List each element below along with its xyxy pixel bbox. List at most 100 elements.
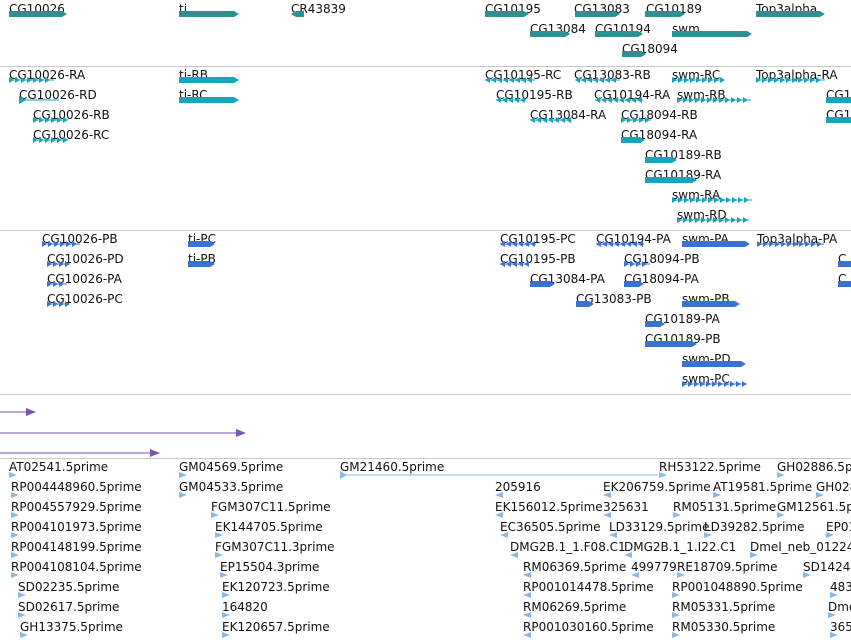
est-feature-arrow[interactable] bbox=[500, 531, 508, 539]
transcript-exon-glyph[interactable] bbox=[575, 76, 620, 84]
feature-label[interactable]: CG10195-RC bbox=[485, 68, 562, 82]
gene-feature-bar[interactable] bbox=[188, 260, 215, 268]
feature-label[interactable]: RM05331.5prime bbox=[672, 600, 776, 614]
gene-feature-bar[interactable] bbox=[645, 340, 697, 348]
gene-feature-bar[interactable] bbox=[530, 280, 555, 288]
gene-feature-bar[interactable] bbox=[645, 176, 697, 184]
feature-label[interactable]: CG18094-PA bbox=[624, 272, 699, 286]
est-feature-arrow[interactable] bbox=[18, 611, 26, 619]
est-feature-arrow[interactable] bbox=[603, 491, 611, 499]
transcript-exon-glyph[interactable] bbox=[47, 280, 67, 288]
feature-line-arrow[interactable] bbox=[0, 428, 246, 438]
est-feature-arrow[interactable] bbox=[11, 531, 19, 539]
gene-feature-bar[interactable] bbox=[179, 76, 239, 84]
feature-label[interactable]: FGM307C11.5prime bbox=[211, 500, 331, 514]
feature-label[interactable]: GM12561.5prime bbox=[777, 500, 851, 514]
feature-label[interactable]: CG10194-RA bbox=[594, 88, 671, 102]
gene-feature-bar[interactable] bbox=[624, 280, 644, 288]
feature-label[interactable]: DMG2B.1_1.I22.C1 bbox=[624, 540, 737, 554]
feature-label[interactable]: AT19581.5prime bbox=[713, 480, 813, 494]
gene-feature-bar[interactable] bbox=[530, 30, 570, 38]
feature-label[interactable]: RP004108104.5prime bbox=[11, 560, 142, 574]
est-feature-arrow[interactable] bbox=[222, 631, 230, 639]
gene-feature-bar[interactable] bbox=[645, 320, 665, 328]
est-feature-arrow[interactable] bbox=[603, 511, 611, 519]
feature-label[interactable]: GM04569.5prime bbox=[179, 460, 284, 474]
feature-label[interactable]: EK120657.5prime bbox=[222, 620, 330, 634]
feature-label[interactable]: 205916 bbox=[495, 480, 541, 494]
transcript-exon-glyph[interactable] bbox=[33, 116, 68, 124]
feature-label[interactable]: RP004448960.5prime bbox=[11, 480, 142, 494]
est-feature-arrow[interactable] bbox=[215, 531, 223, 539]
est-feature-arrow[interactable] bbox=[11, 511, 19, 519]
gene-feature-bar[interactable] bbox=[291, 10, 304, 18]
feature-label[interactable]: LD39282.5prime bbox=[704, 520, 805, 534]
feature-label[interactable]: FGM307C11.3prime bbox=[215, 540, 335, 554]
feature-label[interactable]: EK144705.5prime bbox=[215, 520, 323, 534]
est-feature-arrow[interactable] bbox=[220, 571, 228, 579]
gene-feature-bar[interactable] bbox=[9, 10, 67, 18]
est-feature-arrow[interactable] bbox=[816, 491, 824, 499]
est-feature-arrow[interactable] bbox=[523, 591, 531, 599]
feature-label[interactable]: SD02617.5prime bbox=[18, 600, 120, 614]
est-feature-arrow[interactable] bbox=[777, 511, 785, 519]
gene-feature-bar[interactable] bbox=[682, 240, 750, 248]
transcript-exon-glyph[interactable] bbox=[33, 136, 68, 144]
est-feature-arrow[interactable] bbox=[523, 571, 531, 579]
feature-label[interactable]: RP004557929.5prime bbox=[11, 500, 142, 514]
gene-feature-bar[interactable] bbox=[645, 10, 685, 18]
transcript-exon-glyph[interactable] bbox=[42, 240, 80, 248]
est-feature-arrow[interactable] bbox=[713, 491, 721, 499]
est-feature-arrow[interactable] bbox=[830, 631, 838, 639]
feature-label[interactable]: 365 bbox=[830, 620, 851, 634]
transcript-exon-glyph[interactable] bbox=[500, 260, 529, 268]
est-feature-arrow[interactable] bbox=[750, 551, 758, 559]
est-feature-arrow[interactable] bbox=[222, 591, 230, 599]
gene-feature-bar[interactable] bbox=[826, 96, 851, 104]
transcript-exon-glyph[interactable] bbox=[500, 240, 536, 248]
transcript-exon-glyph[interactable] bbox=[485, 76, 535, 84]
feature-label[interactable]: GH028 bbox=[816, 480, 851, 494]
est-feature-arrow[interactable] bbox=[673, 511, 681, 519]
est-feature-arrow[interactable] bbox=[11, 571, 19, 579]
feature-line-arrow[interactable] bbox=[0, 448, 160, 458]
est-feature-arrow[interactable] bbox=[495, 491, 503, 499]
gene-feature-bar[interactable] bbox=[188, 240, 215, 248]
feature-label[interactable]: CG10189-PA bbox=[645, 312, 720, 326]
est-feature-arrow[interactable] bbox=[11, 551, 19, 559]
gene-feature-bar[interactable] bbox=[595, 30, 643, 38]
transcript-exon-glyph[interactable] bbox=[672, 76, 725, 84]
feature-label[interactable]: RE18709.5prime bbox=[677, 560, 778, 574]
est-feature-arrow[interactable] bbox=[18, 591, 26, 599]
est-feature-arrow[interactable] bbox=[828, 611, 836, 619]
est-feature-arrow[interactable] bbox=[20, 631, 28, 639]
transcript-exon-glyph[interactable] bbox=[757, 240, 824, 248]
transcript-exon-glyph[interactable] bbox=[47, 260, 70, 268]
gene-feature-bar[interactable] bbox=[682, 300, 740, 308]
feature-label[interactable]: GM21460.5prime bbox=[340, 460, 445, 474]
est-feature-arrow[interactable] bbox=[11, 491, 19, 499]
feature-label[interactable]: CR43839 bbox=[291, 2, 346, 16]
est-feature-arrow[interactable] bbox=[672, 591, 680, 599]
feature-label[interactable]: SD1424 bbox=[803, 560, 851, 574]
feature-label[interactable]: CG10195-RB bbox=[496, 88, 573, 102]
est-feature-arrow[interactable] bbox=[677, 571, 685, 579]
feature-label[interactable]: RM06269.5prime bbox=[523, 600, 627, 614]
gene-feature-bar[interactable] bbox=[682, 360, 746, 368]
est-feature-arrow[interactable] bbox=[659, 471, 667, 479]
gene-feature-bar[interactable] bbox=[756, 10, 825, 18]
est-feature-arrow[interactable] bbox=[179, 471, 187, 479]
feature-label[interactable]: CG10194-PA bbox=[596, 232, 671, 246]
feature-label[interactable]: Dmel_neb_01224 bbox=[750, 540, 851, 554]
feature-label[interactable]: GH13375.5prime bbox=[20, 620, 123, 634]
feature-label[interactable]: SD02235.5prime bbox=[18, 580, 120, 594]
feature-label[interactable]: RP004101973.5prime bbox=[11, 520, 142, 534]
feature-label[interactable]: AT02541.5prime bbox=[9, 460, 109, 474]
feature-label[interactable]: EC36505.5prime bbox=[500, 520, 601, 534]
feature-label[interactable]: RM05131.5prime bbox=[673, 500, 777, 514]
est-feature-arrow[interactable] bbox=[830, 591, 838, 599]
est-feature-arrow[interactable] bbox=[215, 551, 223, 559]
feature-label[interactable]: tj bbox=[179, 2, 188, 16]
feature-label[interactable]: 483 bbox=[830, 580, 851, 594]
est-feature-arrow[interactable] bbox=[179, 491, 187, 499]
